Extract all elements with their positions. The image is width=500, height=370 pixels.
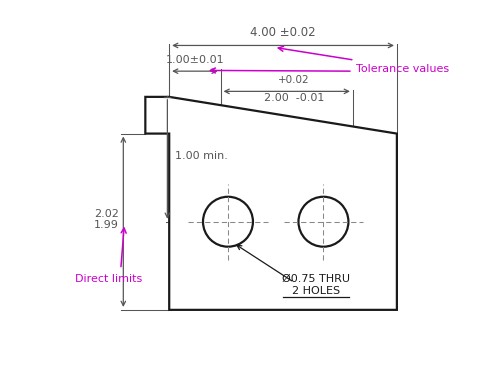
Text: 1.00 min.: 1.00 min.	[176, 151, 229, 161]
Text: 2.02: 2.02	[94, 209, 119, 219]
Circle shape	[298, 197, 348, 247]
Text: 4.00 ±0.02: 4.00 ±0.02	[250, 26, 316, 39]
Circle shape	[203, 197, 253, 247]
Polygon shape	[146, 97, 397, 310]
Text: 2.00  -0.01: 2.00 -0.01	[264, 93, 324, 103]
Text: Tolerance values: Tolerance values	[356, 64, 450, 74]
Text: Direct limits: Direct limits	[75, 274, 142, 284]
Text: Ø0.75 THRU: Ø0.75 THRU	[282, 274, 350, 284]
Text: 2 HOLES: 2 HOLES	[292, 286, 340, 296]
Text: +0.02: +0.02	[278, 75, 310, 85]
Text: 1.99: 1.99	[94, 221, 119, 231]
Text: 1.00±0.01: 1.00±0.01	[166, 54, 224, 64]
